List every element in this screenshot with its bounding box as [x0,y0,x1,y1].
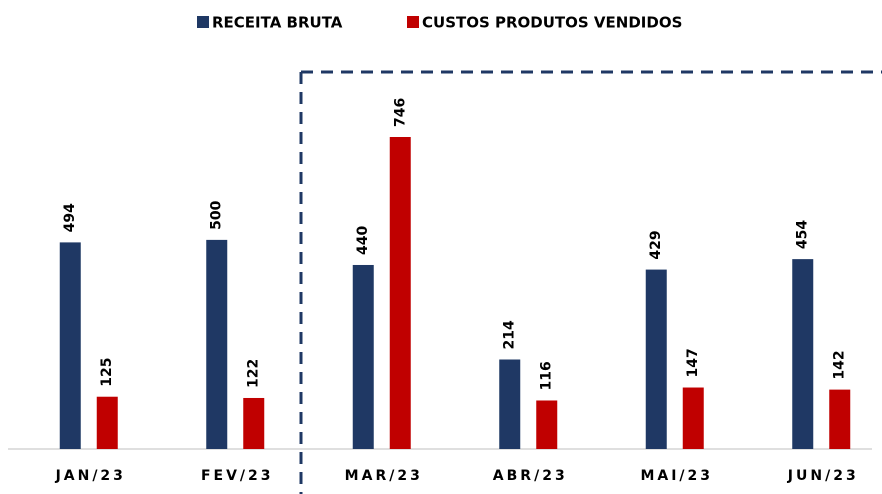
legend-label: CUSTOS PRODUTOS VENDIDOS [422,14,682,32]
bar [243,397,265,449]
bar [536,400,558,449]
value-label: 440 [355,225,371,254]
bar [352,264,374,449]
value-label: 142 [832,350,848,379]
bar [206,239,228,449]
value-label: 746 [392,98,408,127]
bar [645,269,667,449]
value-label: 214 [502,320,518,349]
bar [59,242,81,449]
x-tick-label: ABR/23 [493,468,568,484]
x-tick-label: JAN/23 [55,468,126,484]
value-label: 116 [539,361,555,390]
value-label: 125 [99,357,115,386]
bar [499,359,521,449]
value-label: 500 [209,200,225,229]
value-label: 454 [795,220,811,249]
legend-swatch [197,16,209,28]
value-label: 122 [246,359,262,388]
bar [96,396,118,449]
bar [829,389,851,449]
x-tick-label: JUN/23 [787,468,859,484]
legend-label: RECEITA BRUTA [212,14,343,32]
bar [389,137,411,449]
value-label: 494 [62,203,78,232]
value-label: 429 [648,230,664,259]
x-tick-label: MAR/23 [345,468,423,484]
x-tick-label: FEV/23 [201,468,274,484]
x-tick-label: MAI/23 [640,468,713,484]
legend-swatch [407,16,419,28]
bar [792,259,814,449]
bar [682,387,704,449]
value-label: 147 [685,348,701,377]
